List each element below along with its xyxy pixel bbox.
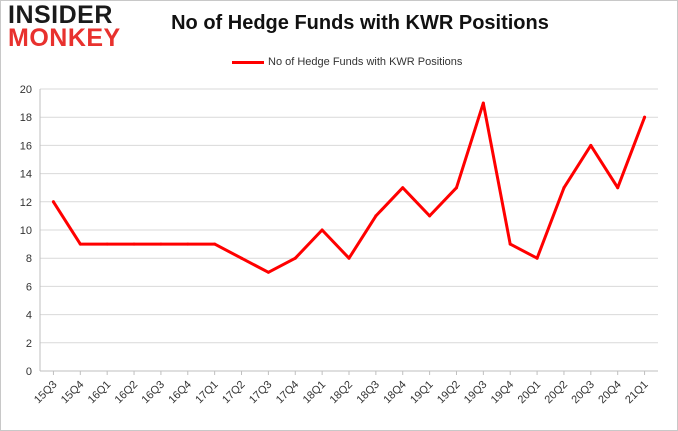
x-tick-label: 17Q3 [247,379,275,407]
series-line [51,101,647,274]
x-tick-label: 19Q4 [489,379,517,407]
legend-label: No of Hedge Funds with KWR Positions [268,56,463,68]
data-point [320,228,324,232]
logo-line-1: INSIDER [8,1,113,29]
y-tick-label: 20 [20,84,32,96]
data-point [508,242,512,246]
x-tick-label: 17Q4 [274,379,302,407]
x-tick-label: 20Q4 [596,379,624,407]
y-tick-label: 18 [20,112,32,124]
data-point [347,256,351,260]
data-point [454,186,458,190]
x-tick-label: 15Q3 [32,379,60,407]
x-tick-label: 17Q1 [193,379,221,407]
data-point [159,242,163,246]
x-tick-label: 16Q3 [140,379,168,407]
data-point [589,143,593,147]
x-tick-label: 19Q1 [408,379,436,407]
x-tick-label: 17Q2 [220,379,248,407]
x-tick-label: 18Q2 [328,379,356,407]
chart-legend: No of Hedge Funds with KWR Positions [232,54,462,70]
x-tick-label: 20Q2 [543,379,571,407]
x-tick-label: 18Q3 [354,379,382,407]
data-point [51,200,55,204]
x-tick-label: 16Q1 [86,379,114,407]
data-point [186,242,190,246]
data-point [401,186,405,190]
x-tick-label: 20Q3 [569,379,597,407]
y-tick-label: 6 [26,281,32,293]
y-tick-label: 4 [26,310,32,322]
x-tick-label: 19Q2 [435,379,463,407]
data-point [481,101,485,105]
x-tick-label: 16Q4 [166,379,194,407]
data-point [374,214,378,218]
legend-swatch [232,60,264,64]
x-tick-label: 15Q4 [59,379,87,407]
x-tick-label: 18Q4 [381,379,409,407]
x-tick-label: 18Q1 [301,379,329,407]
y-tick-label: 10 [20,225,32,237]
x-tick-label: 20Q1 [516,379,544,407]
y-tick-label: 0 [26,366,32,378]
x-tick-label: 19Q3 [462,379,490,407]
data-point [535,256,539,260]
data-point [132,242,136,246]
data-point [266,270,270,274]
y-tick-label: 8 [26,253,32,265]
data-point [616,186,620,190]
chart-title: No of Hedge Funds with KWR Positions [171,12,549,34]
logo-line-2: MONKEY [8,24,121,52]
x-tick-label: 16Q2 [113,379,141,407]
y-tick-label: 14 [20,169,32,181]
y-tick-label: 12 [20,197,32,209]
data-point [105,242,109,246]
data-point [293,256,297,260]
data-point [78,242,82,246]
data-point [643,115,647,119]
y-tick-label: 16 [20,140,32,152]
y-tick-label: 2 [26,338,32,350]
data-point [240,256,244,260]
data-point [428,214,432,218]
insider-monkey-logo: INSIDER MONKEY [8,1,130,54]
x-tick-label: 21Q1 [623,379,651,407]
data-point [562,186,566,190]
data-point [213,242,217,246]
